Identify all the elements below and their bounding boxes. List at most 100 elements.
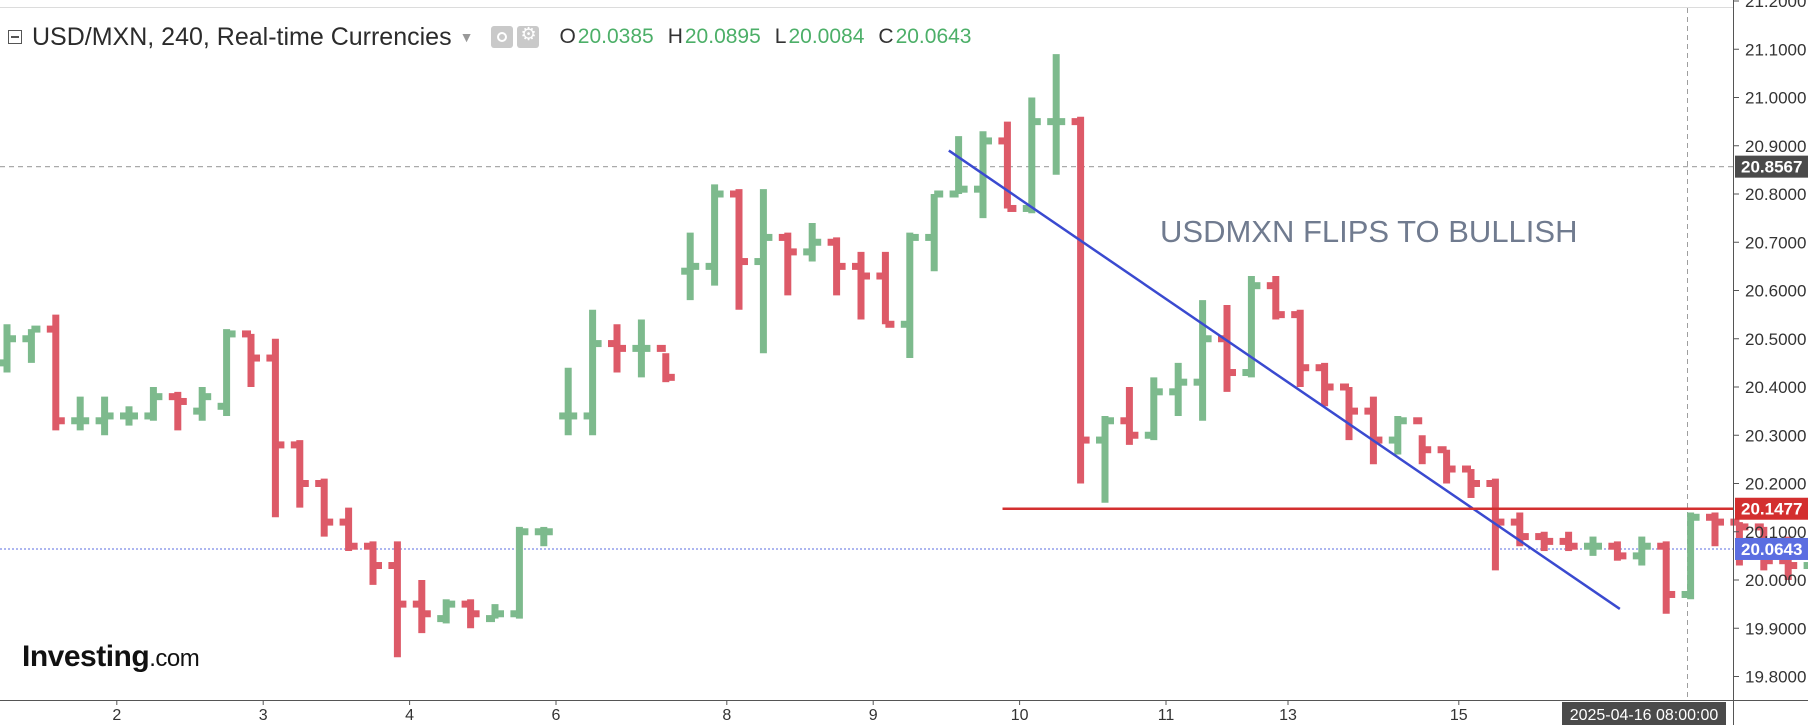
- resistance-price-tag-label: 20.1477: [1741, 500, 1802, 519]
- ohlc-bar-up: [681, 232, 700, 301]
- collapse-icon[interactable]: [8, 30, 22, 44]
- ohlc-bar-up: [1584, 536, 1602, 556]
- ohlc-bar-down: [876, 251, 895, 328]
- ohlc-bar-up: [1632, 536, 1651, 566]
- time-tick-label: 4: [405, 707, 414, 724]
- price-tick-label: 20.8000: [1745, 185, 1806, 204]
- close-label: C: [878, 25, 894, 48]
- ohlc-bar-down: [1706, 512, 1724, 547]
- ohlc-bar-up: [1242, 276, 1261, 378]
- ohlc-bar-up: [193, 387, 212, 421]
- ohlc-bar-up: [217, 329, 236, 416]
- chart-annotation: USDMXN FLIPS TO BULLISH: [1160, 214, 1577, 249]
- price-tick-label: 19.9000: [1745, 619, 1806, 638]
- ohlc-bar-down: [1535, 531, 1554, 552]
- ohlc-bar-up: [95, 396, 114, 436]
- ohlc-bar-down: [242, 330, 260, 387]
- price-tick-label: 20.9000: [1745, 137, 1806, 156]
- crosshair-time-tag: 2025-04-16 08:00:00: [1562, 702, 1726, 725]
- ohlc-bar-down: [266, 338, 285, 518]
- time-tick-label: 9: [869, 707, 878, 724]
- ohlc-bar-down: [1657, 541, 1676, 614]
- time-tick-label: 3: [259, 707, 268, 724]
- low-value: 20.0084: [788, 25, 865, 48]
- price-tick-label: 20.1000: [1745, 523, 1806, 542]
- eye-icon[interactable]: [491, 26, 514, 48]
- ohlc-bar-up: [754, 189, 773, 354]
- last-price-tag-box: [1735, 537, 1808, 560]
- ohlc-bar-up: [0, 324, 16, 373]
- price-tick-label: 20.6000: [1745, 282, 1806, 301]
- ohlc-bar-up: [1193, 300, 1212, 421]
- ohlc-bar-down: [1608, 541, 1627, 561]
- open-value: 20.0385: [577, 25, 654, 48]
- ohlc-bar-up: [583, 309, 602, 436]
- ohlc-bar-up: [1803, 562, 1808, 570]
- high-label: H: [667, 25, 683, 48]
- ohlc-bar-down: [339, 507, 358, 552]
- symbol-title[interactable]: USD/MXN, 240, Real-time Currencies: [32, 22, 452, 51]
- high-value: 20.0895: [684, 25, 761, 48]
- ohlc-bar-down: [46, 314, 65, 431]
- time-tick-label: 2: [112, 707, 121, 724]
- ohlc-bar-up: [803, 222, 822, 262]
- ohlc-bar-down: [388, 541, 407, 658]
- ohlc-bar-down: [656, 344, 675, 383]
- crosshair-time-box: [1562, 702, 1726, 725]
- ohlc-bar-up: [144, 387, 163, 421]
- ohlc-bar-up: [22, 325, 41, 363]
- ohlc-bar-up: [559, 367, 578, 436]
- price-tick-label: 20.5000: [1745, 330, 1806, 349]
- price-tick-label: 20.4000: [1745, 378, 1806, 397]
- investing-logo: Investing.com: [22, 640, 200, 674]
- ohlc-bar-down: [290, 440, 309, 508]
- ohlc-bar-down: [1437, 446, 1456, 484]
- ohlc-bar-up: [925, 190, 944, 272]
- ohlc-bar-down: [608, 324, 626, 373]
- ohlc-bar-up: [486, 604, 504, 623]
- ohlc-bar-down: [730, 189, 748, 310]
- ohlc-bar-down: [778, 232, 797, 296]
- price-tick-label: 20.3000: [1745, 426, 1806, 445]
- dashed-level-tag-box: [1735, 155, 1808, 178]
- price-tick-label: 20.0000: [1745, 571, 1806, 590]
- ohlc-bar-up: [71, 396, 90, 431]
- ohlc-bar-down: [364, 541, 382, 585]
- price-tick-label: 21.2000: [1745, 0, 1806, 11]
- ohlc-bar-down: [827, 237, 846, 296]
- crosshair-time-label: 2025-04-16 08:00:00: [1570, 707, 1719, 724]
- resistance-price-tag: 20.1477: [1735, 497, 1808, 520]
- ohlc-bar-up: [1022, 97, 1041, 214]
- dashed-level-tag: 20.8567: [1735, 155, 1808, 178]
- ohlc-bar-down: [1120, 387, 1139, 445]
- ohlc-bar-up: [949, 136, 968, 198]
- ohlc-bar-up: [510, 526, 529, 619]
- ohlc-bar-down: [1291, 309, 1310, 387]
- time-tick-label: 15: [1450, 707, 1468, 724]
- ohlc-bar-down: [998, 121, 1017, 212]
- price-tick-label: 20.2000: [1745, 475, 1806, 494]
- time-tick-label: 11: [1158, 707, 1175, 724]
- ohlc-bar-down: [1071, 116, 1090, 484]
- price-tick-label: 20.7000: [1745, 233, 1806, 252]
- ohlc-bar-down: [1315, 362, 1334, 407]
- price-tick-label: 19.8000: [1745, 668, 1806, 687]
- ohlc-bar-down: [461, 599, 480, 629]
- ohlc-bar-up: [1047, 54, 1066, 175]
- ohlc-bar-up: [437, 599, 456, 624]
- logo-brand: Investing: [22, 640, 150, 673]
- gear-icon[interactable]: [517, 24, 540, 48]
- ohlc-bar-up: [1169, 362, 1188, 416]
- ohlc-bar-down: [1413, 417, 1432, 465]
- ohlc-bar-down: [1340, 383, 1358, 441]
- time-tick-label: 13: [1279, 707, 1297, 724]
- caret-down-icon[interactable]: ▼: [459, 29, 474, 45]
- resistance-price-tag-box: [1735, 497, 1808, 520]
- last-price-tag: 20.0643: [1735, 537, 1808, 560]
- ohlc-bar-up: [900, 232, 919, 359]
- ohlc-bar-up: [534, 526, 553, 547]
- downtrend-line: [948, 149, 1621, 610]
- ohlc-bar-up: [1388, 415, 1407, 455]
